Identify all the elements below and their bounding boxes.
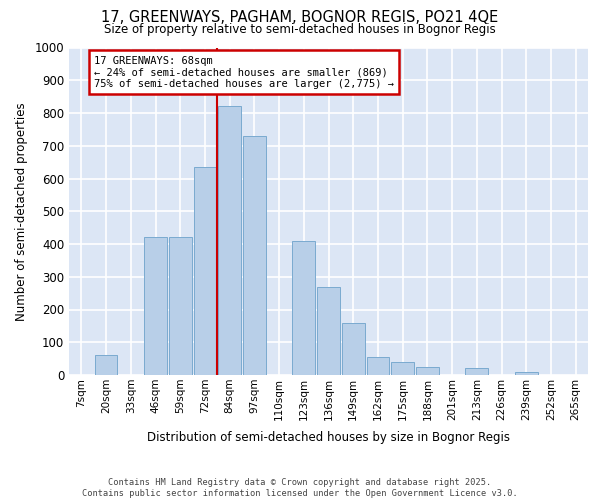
Bar xyxy=(515,372,538,375)
Bar xyxy=(367,357,389,375)
Text: Size of property relative to semi-detached houses in Bognor Regis: Size of property relative to semi-detach… xyxy=(104,22,496,36)
Text: Contains HM Land Registry data © Crown copyright and database right 2025.
Contai: Contains HM Land Registry data © Crown c… xyxy=(82,478,518,498)
Bar xyxy=(169,238,191,375)
Bar xyxy=(218,106,241,375)
Bar xyxy=(391,362,414,375)
Text: 17, GREENWAYS, PAGHAM, BOGNOR REGIS, PO21 4QE: 17, GREENWAYS, PAGHAM, BOGNOR REGIS, PO2… xyxy=(101,10,499,25)
Bar xyxy=(416,367,439,375)
Bar xyxy=(95,356,118,375)
Bar xyxy=(466,368,488,375)
X-axis label: Distribution of semi-detached houses by size in Bognor Regis: Distribution of semi-detached houses by … xyxy=(147,431,510,444)
Bar xyxy=(194,167,216,375)
Bar xyxy=(342,322,365,375)
Bar xyxy=(317,286,340,375)
Bar xyxy=(292,240,315,375)
Text: 17 GREENWAYS: 68sqm
← 24% of semi-detached houses are smaller (869)
75% of semi-: 17 GREENWAYS: 68sqm ← 24% of semi-detach… xyxy=(94,56,394,89)
Bar xyxy=(243,136,266,375)
Y-axis label: Number of semi-detached properties: Number of semi-detached properties xyxy=(14,102,28,320)
Bar xyxy=(144,238,167,375)
